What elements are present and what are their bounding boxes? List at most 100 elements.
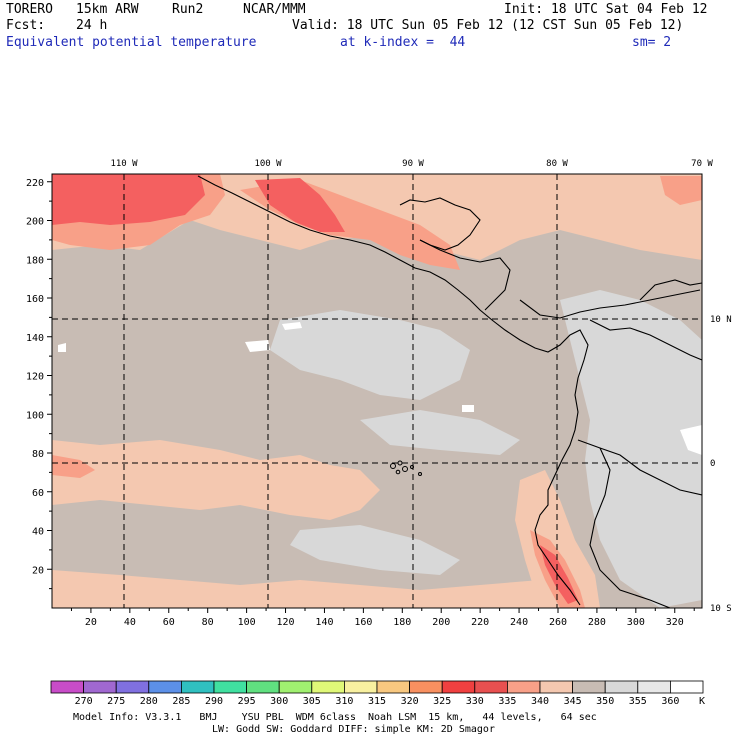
x-tick-label: 260 bbox=[549, 617, 567, 628]
grey-patch-south bbox=[290, 525, 460, 575]
y-tick-label: 40 bbox=[32, 527, 44, 538]
lon-label: 110 W bbox=[110, 159, 138, 169]
colorbar-label: 325 bbox=[433, 696, 451, 707]
map-frame bbox=[51, 173, 703, 609]
white-speck-3 bbox=[462, 405, 474, 412]
colorbar-swatch bbox=[637, 680, 671, 694]
lat-label: 0 bbox=[710, 459, 715, 469]
colorbar-label: 290 bbox=[205, 696, 223, 707]
run-label: Run2 bbox=[172, 2, 204, 17]
lat-label: 10 S bbox=[710, 604, 732, 614]
warm-band-south bbox=[52, 440, 380, 520]
y-tick-label: 220 bbox=[26, 178, 44, 189]
border-andes bbox=[589, 447, 671, 608]
model-resolution: 15km ARW bbox=[76, 2, 139, 17]
colorbar-swatch bbox=[311, 680, 345, 694]
y-tick-label: 160 bbox=[26, 294, 44, 305]
x-tick-label: 280 bbox=[588, 617, 606, 628]
colorbar-label: 285 bbox=[172, 696, 190, 707]
colorbar-swatch bbox=[572, 680, 606, 694]
colorbar-swatch bbox=[50, 680, 84, 694]
coastline-mexico-pacific bbox=[197, 175, 589, 606]
salmon-patch-west bbox=[52, 455, 95, 478]
x-tick-label: 220 bbox=[471, 617, 489, 628]
x-tick-label: 40 bbox=[124, 617, 136, 628]
colorbar-label: 345 bbox=[564, 696, 582, 707]
coastline-caribbean bbox=[519, 289, 701, 319]
colorbar-swatch bbox=[246, 680, 280, 694]
smoothing-label: sm= 2 bbox=[632, 35, 672, 50]
colorbar-label: 310 bbox=[335, 696, 353, 707]
border-north-pa bbox=[639, 279, 702, 301]
graticule bbox=[52, 174, 702, 608]
colorbar-swatch bbox=[278, 680, 313, 694]
red-region-mexico bbox=[52, 174, 205, 225]
colorbar-label: 280 bbox=[140, 696, 158, 707]
x-tick-label: 200 bbox=[432, 617, 450, 628]
x-tick-label: 180 bbox=[393, 617, 411, 628]
colorbar-label: 295 bbox=[238, 696, 256, 707]
border-honduras bbox=[419, 239, 511, 311]
colorbar-swatch bbox=[506, 680, 541, 694]
model-info-line1: Model Info: V3.3.1 BMJ YSU PBL WDM 6clas… bbox=[73, 712, 597, 723]
valid-time: Valid: 18 UTC Sun 05 Feb 12 (12 CST Sun … bbox=[292, 18, 684, 33]
colorbar-swatch bbox=[604, 680, 639, 694]
colorbar-swatch bbox=[539, 680, 573, 694]
init-time: Init: 18 UTC Sat 04 Feb 12 bbox=[504, 2, 708, 17]
axis-ticks: 220 200 180 160 140 120 100 80 60 40 20 20 40 60 80 100… bbox=[26, 159, 732, 628]
model-info-line2: LW: Godd SW: Goddard DIFF: simple KM: 2D… bbox=[212, 724, 495, 735]
x-tick-label: 140 bbox=[315, 617, 333, 628]
x-tick-label: 100 bbox=[238, 617, 256, 628]
colorbar-label: 335 bbox=[498, 696, 516, 707]
colorbar-label: 320 bbox=[401, 696, 419, 707]
salmon-patch-ne bbox=[660, 176, 702, 205]
grey-patch-andes bbox=[560, 290, 702, 608]
y-tick-label: 80 bbox=[32, 449, 44, 460]
forecast-hours: 24 h bbox=[76, 18, 108, 33]
y-tick-label: 20 bbox=[32, 565, 44, 576]
colorbar-label: 355 bbox=[629, 696, 647, 707]
colorbar-label: 305 bbox=[303, 696, 321, 707]
model-name: TORERO bbox=[6, 2, 53, 17]
red-region-peru bbox=[540, 545, 578, 604]
red-region-guatemala bbox=[255, 178, 345, 232]
lon-label: 70 W bbox=[691, 159, 713, 169]
y-tick-label: 200 bbox=[26, 217, 44, 228]
lon-label: 80 W bbox=[546, 159, 568, 169]
y-tick-label: 180 bbox=[26, 255, 44, 266]
y-tick-label: 100 bbox=[26, 410, 44, 421]
colorbar-swatch bbox=[343, 680, 378, 694]
colorbar-label: 315 bbox=[368, 696, 386, 707]
colorbar-swatch bbox=[148, 680, 182, 694]
colorbar-label: 330 bbox=[466, 696, 484, 707]
colorbar-label: 340 bbox=[531, 696, 549, 707]
colorbar-label: 275 bbox=[107, 696, 125, 707]
theta-e-field bbox=[52, 174, 702, 608]
lon-label: 90 W bbox=[402, 159, 424, 169]
grey-patch-mid bbox=[360, 410, 520, 455]
colorbar-swatch bbox=[83, 680, 117, 694]
y-tick-label: 60 bbox=[32, 488, 44, 499]
x-tick-label: 160 bbox=[354, 617, 372, 628]
level-index: at k-index = 44 bbox=[340, 35, 466, 50]
org-label: NCAR/MMM bbox=[243, 2, 306, 17]
forecast-label: Fcst: bbox=[6, 18, 46, 33]
white-speck-4 bbox=[680, 425, 702, 455]
x-tick-label: 320 bbox=[666, 617, 684, 628]
coastline-layer bbox=[197, 175, 702, 608]
colorbar-label: 350 bbox=[596, 696, 614, 707]
colorbar: 270 275 280 285 290 295 300 305 310 315 320 325 330 3… bbox=[50, 680, 705, 707]
colorbar-swatch bbox=[409, 680, 443, 694]
colorbar-swatch bbox=[441, 680, 476, 694]
x-tick-label: 80 bbox=[202, 617, 214, 628]
y-tick-label: 140 bbox=[26, 333, 44, 344]
white-speck-5 bbox=[58, 343, 66, 352]
white-speck-1 bbox=[245, 340, 270, 352]
colorbar-label: 300 bbox=[270, 696, 288, 707]
colorbar-swatch bbox=[474, 680, 508, 694]
x-tick-label: 240 bbox=[510, 617, 528, 628]
y-tick-label: 120 bbox=[26, 372, 44, 383]
colorbar-label: 360 bbox=[661, 696, 679, 707]
field-name: Equivalent potential temperature bbox=[6, 35, 257, 50]
